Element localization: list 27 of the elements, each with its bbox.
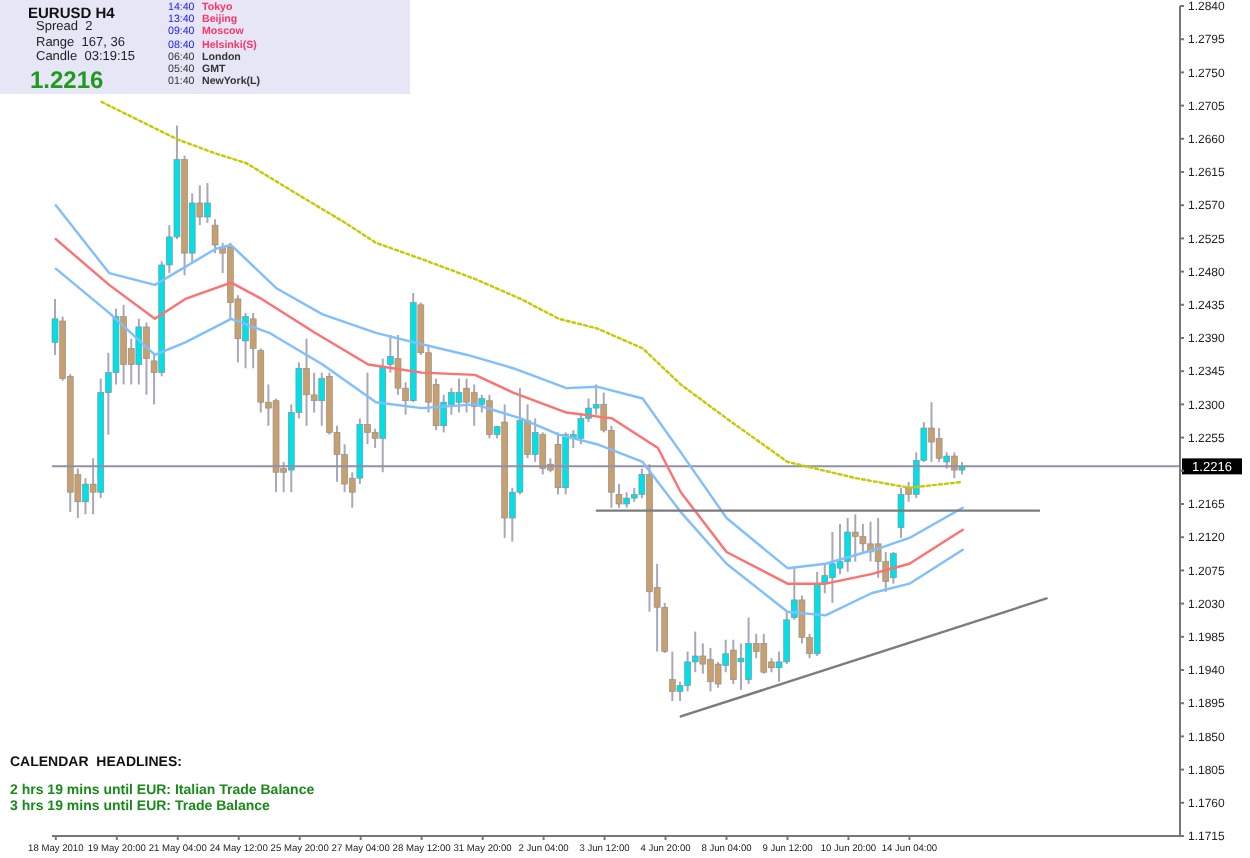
candlestick [554,431,562,496]
candlestick [486,393,493,440]
candlestick [204,182,211,224]
candlestick [737,642,745,691]
candlestick [851,513,859,563]
candlestick [890,550,897,585]
candlestick [760,632,768,675]
candlestick [745,616,752,686]
candlestick [730,638,737,686]
candlestick [928,401,935,463]
annotation: 1.2216 [30,66,104,94]
candlestick [867,520,874,563]
candlestick [303,337,310,427]
candlestick [836,522,844,576]
candlestick [120,303,127,386]
candlestick [859,522,867,555]
candlestick [707,646,714,693]
candlestick [951,451,958,480]
candlestick [897,486,905,539]
candlestick [470,383,478,427]
candlestick [669,650,676,702]
candlestick [143,321,150,396]
candlestick [455,377,463,414]
candlestick [318,371,326,427]
candlestick [829,531,836,604]
candlestick [844,517,851,573]
line-series [54,267,964,617]
